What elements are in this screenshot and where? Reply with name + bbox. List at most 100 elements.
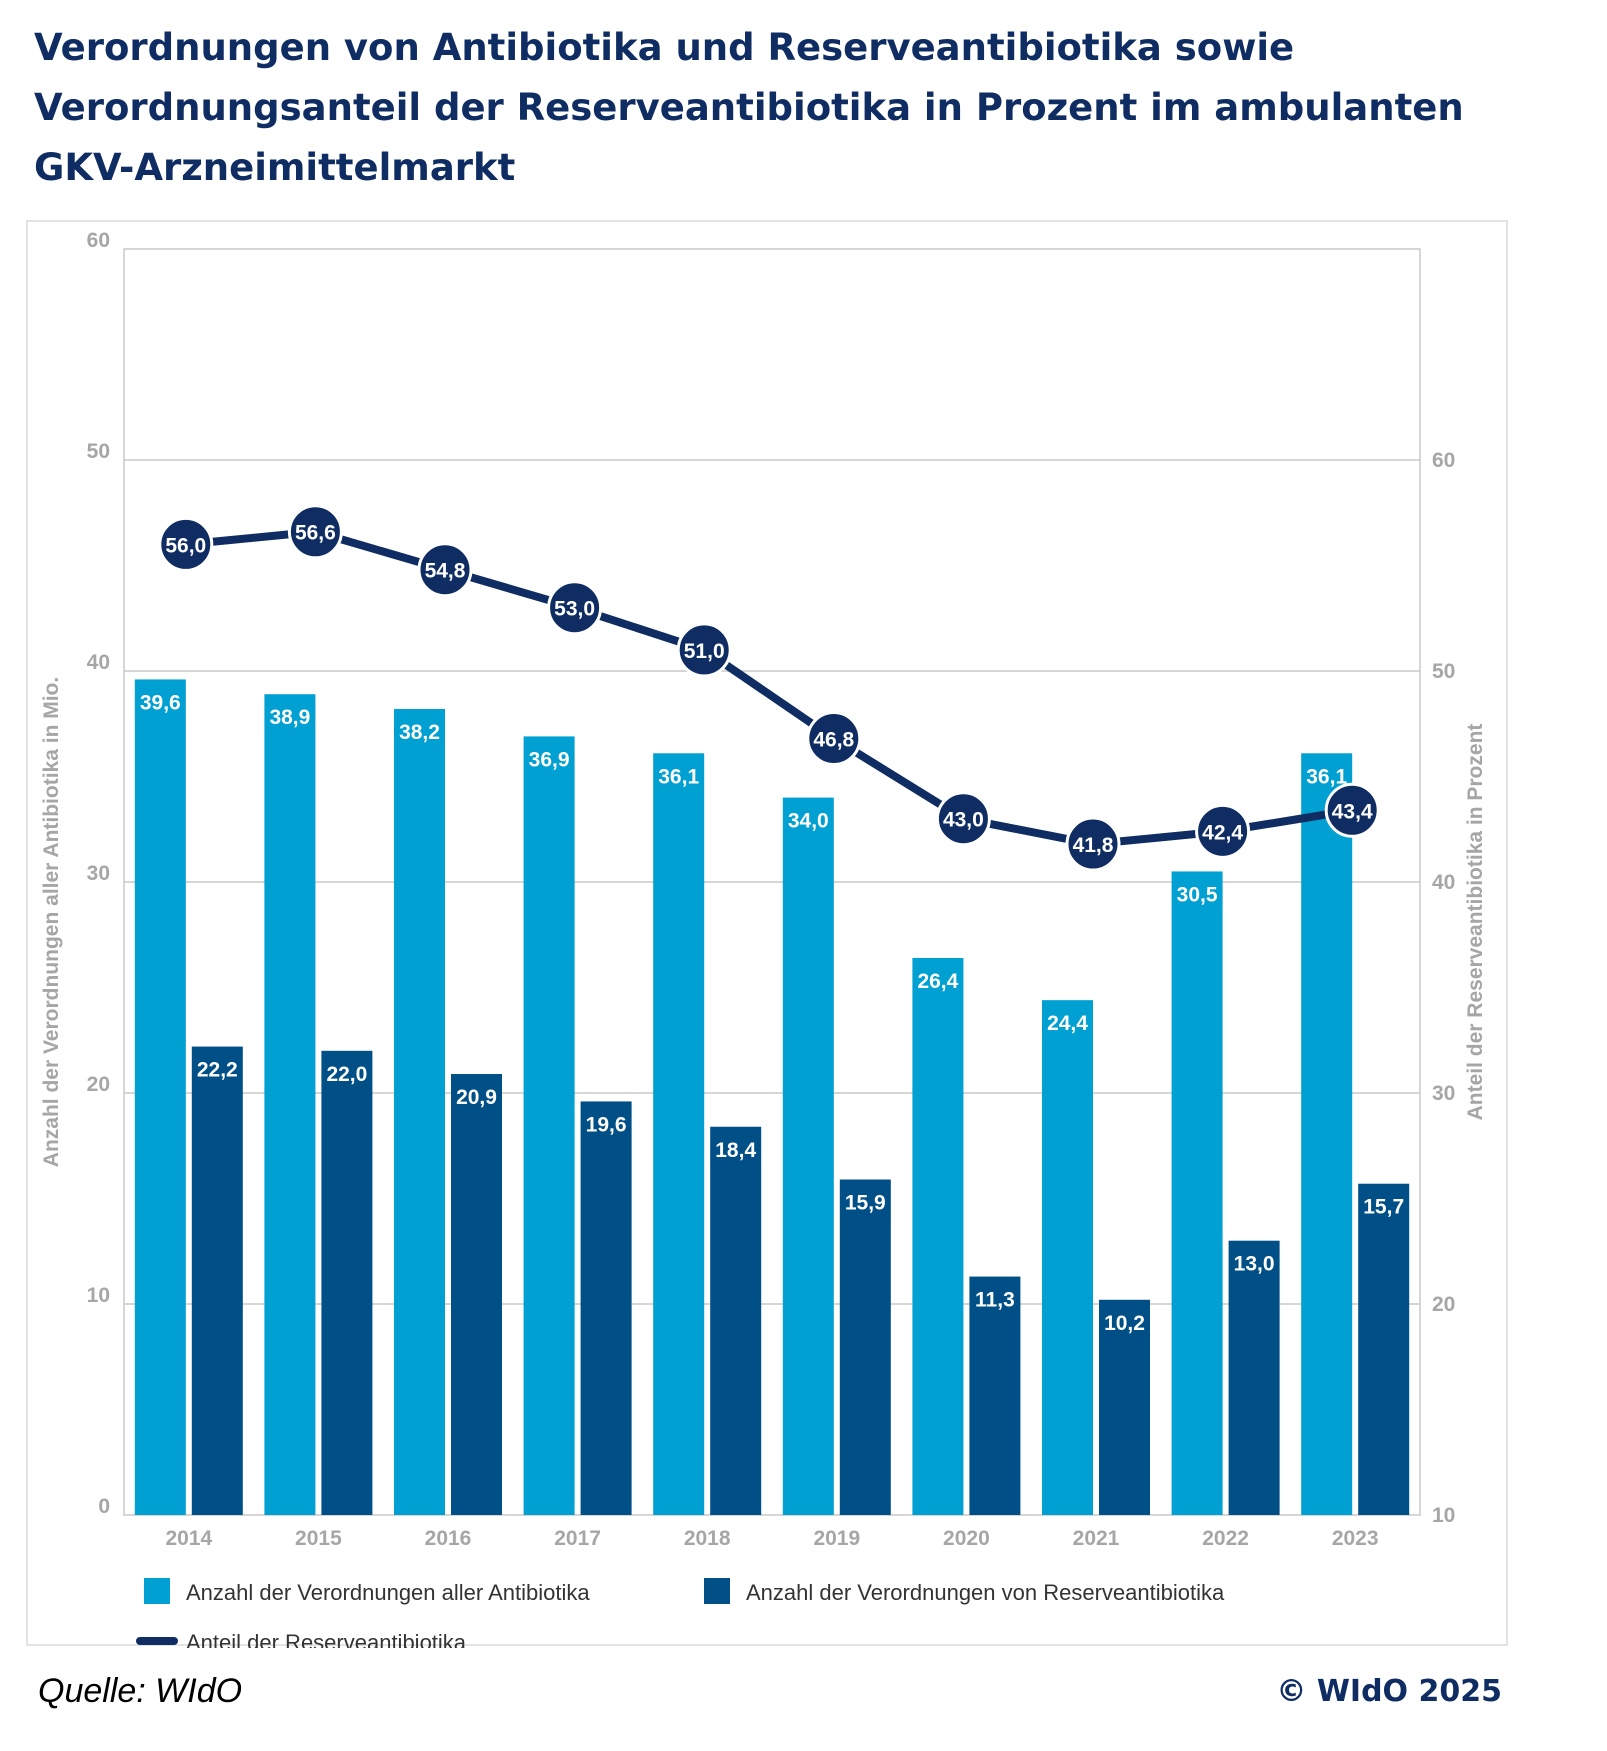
y-right-tick-label: 60 bbox=[1432, 449, 1455, 472]
legend-swatch bbox=[704, 1578, 730, 1604]
x-tick-label: 2019 bbox=[813, 1527, 860, 1550]
bar-reserve-antibiotics bbox=[580, 1101, 632, 1515]
bar-all-antibiotics-label: 38,2 bbox=[399, 721, 440, 744]
y-left-tick-label: 0 bbox=[98, 1495, 110, 1518]
axes: 0 10 20 30 40 50 60 10 20 30 40 50 60 Anzahl der Vero… bbox=[40, 229, 1487, 1550]
bar-all-antibiotics bbox=[134, 679, 186, 1515]
y-right-tick-label: 20 bbox=[1432, 1293, 1455, 1316]
bar-reserve-antibiotics-label: 10,2 bbox=[1104, 1312, 1145, 1335]
y-left-tick-label: 60 bbox=[87, 229, 110, 252]
share-line-point-label: 43,0 bbox=[943, 809, 984, 832]
bar-reserve-antibiotics-label: 13,0 bbox=[1234, 1253, 1275, 1276]
bar-all-antibiotics bbox=[264, 694, 316, 1515]
chart-title-line-2: Verordnungsanteil der Reserveantibiotika… bbox=[34, 86, 1464, 129]
bar-reserve-antibiotics-label: 15,7 bbox=[1363, 1196, 1404, 1219]
bar-all-antibiotics bbox=[782, 797, 834, 1515]
bar-all-antibiotics-label: 34,0 bbox=[788, 810, 829, 833]
y-left-tick-label: 40 bbox=[87, 651, 110, 674]
chart-frame: 0 10 20 30 40 50 60 10 20 30 40 50 60 Anzahl der Vero… bbox=[26, 220, 1508, 1648]
chart-title: Verordnungen von Antibiotika und Reserve… bbox=[34, 18, 1534, 198]
chart-title-line-3: GKV-Arzneimittelmarkt bbox=[34, 146, 516, 189]
share-line-point-label: 56,6 bbox=[295, 522, 336, 545]
share-line-point bbox=[417, 542, 473, 598]
bar-reserve-antibiotics-label: 15,9 bbox=[845, 1192, 886, 1215]
bar-all-antibiotics bbox=[1171, 871, 1223, 1515]
y-right-tick-label: 30 bbox=[1432, 1082, 1455, 1105]
bar-reserve-antibiotics bbox=[839, 1179, 891, 1515]
share-line-point bbox=[935, 791, 991, 847]
legend-swatch bbox=[144, 1578, 170, 1604]
y-left-tick-label: 30 bbox=[87, 862, 110, 885]
share-line-point-label: 46,8 bbox=[813, 729, 854, 752]
bar-all-antibiotics bbox=[1301, 753, 1353, 1515]
share-line-point bbox=[1065, 816, 1121, 872]
bar-all-antibiotics bbox=[653, 753, 705, 1515]
share-line-point-label: 42,4 bbox=[1202, 821, 1243, 844]
bar-reserve-antibiotics-label: 22,0 bbox=[326, 1063, 367, 1086]
x-tick-label: 2017 bbox=[554, 1527, 601, 1550]
bar-all-antibiotics-label: 30,5 bbox=[1177, 883, 1218, 906]
bar-all-antibiotics bbox=[523, 736, 575, 1515]
x-tick-label: 2021 bbox=[1073, 1527, 1120, 1550]
bar-reserve-antibiotics bbox=[1358, 1183, 1410, 1515]
x-tick-label: 2018 bbox=[684, 1527, 731, 1550]
y-left-axis-title: Anzahl der Verordnungen aller Antibiotik… bbox=[40, 677, 63, 1167]
source-note: Quelle: WIdO bbox=[38, 1672, 243, 1710]
share-line-point-label: 41,8 bbox=[1073, 834, 1114, 857]
grid-lines bbox=[123, 248, 1421, 1516]
bar-all-antibiotics bbox=[1042, 1000, 1093, 1515]
y-left-tick-label: 20 bbox=[87, 1073, 110, 1096]
share-line-point-label: 43,4 bbox=[1332, 800, 1373, 823]
share-line-point bbox=[676, 622, 732, 678]
share-line-point-label: 53,0 bbox=[554, 598, 595, 621]
share-line-point bbox=[287, 504, 343, 560]
bar-reserve-antibiotics bbox=[451, 1074, 502, 1515]
bar-all-antibiotics-label: 36,1 bbox=[1306, 765, 1347, 788]
bar-all-antibiotics-label: 24,4 bbox=[1047, 1012, 1088, 1035]
bar-reserve-antibiotics bbox=[321, 1050, 373, 1515]
bar-all-antibiotics-label: 38,9 bbox=[269, 706, 310, 729]
y-right-tick-label: 10 bbox=[1432, 1504, 1455, 1527]
share-line-point-label: 54,8 bbox=[425, 560, 466, 583]
bar-all-antibiotics-label: 26,4 bbox=[917, 970, 958, 993]
bar-reserve-antibiotics-label: 18,4 bbox=[715, 1139, 756, 1162]
share-line: 56,0 56,6 54,8 53,0 51,0 46,8 43,0 41,8 42,4 43,4 bbox=[158, 504, 1380, 872]
share-line-point-label: 51,0 bbox=[684, 640, 725, 663]
chart-title-line-1: Verordnungen von Antibiotika und Reserve… bbox=[34, 26, 1295, 69]
bar-reserve-antibiotics bbox=[1228, 1240, 1280, 1515]
bar-reserve-antibiotics bbox=[710, 1126, 762, 1515]
legend-label: Anzahl der Verordnungen aller Antibiotik… bbox=[186, 1580, 590, 1605]
bar-reserve-antibiotics-label: 22,2 bbox=[197, 1059, 238, 1082]
share-line-path bbox=[181, 527, 1357, 849]
legend: Anzahl der Verordnungen aller Antibiotik… bbox=[136, 1578, 1225, 1648]
y-right-tick-label: 40 bbox=[1432, 871, 1455, 894]
bar-all-antibiotics bbox=[394, 708, 445, 1515]
x-tick-label: 2016 bbox=[425, 1527, 472, 1550]
y-left-tick-label: 10 bbox=[87, 1284, 110, 1307]
bar-reserve-antibiotics-label: 19,6 bbox=[586, 1113, 627, 1136]
x-tick-label: 2020 bbox=[943, 1527, 990, 1550]
bar-reserve-antibiotics bbox=[191, 1046, 243, 1515]
share-line-point bbox=[158, 516, 214, 572]
share-line-point bbox=[1324, 782, 1380, 838]
bar-all-antibiotics-label: 36,9 bbox=[529, 748, 570, 771]
bar-all-antibiotics bbox=[912, 957, 964, 1515]
copyright-note: © WIdO 2025 bbox=[1276, 1674, 1502, 1709]
y-left-tick-label: 50 bbox=[87, 440, 110, 463]
bar-reserve-antibiotics-label: 11,3 bbox=[975, 1289, 1015, 1312]
bar-all-antibiotics-label: 39,6 bbox=[140, 691, 181, 714]
share-line-point bbox=[806, 711, 862, 767]
x-tick-label: 2014 bbox=[165, 1527, 212, 1550]
bars: 39,6 22,2 38,9 22,0 38,2 20,9 36,9 19,6 36,1 18,4… bbox=[134, 679, 1410, 1515]
share-line-point bbox=[1195, 803, 1251, 859]
legend-label: Anteil der Reserveantibiotika bbox=[186, 1630, 467, 1648]
share-line-point-label: 56,0 bbox=[165, 534, 206, 557]
combo-chart: 0 10 20 30 40 50 60 10 20 30 40 50 60 Anzahl der Vero… bbox=[40, 229, 1487, 1648]
y-right-axis-title: Anteil der Reserveantibiotika in Prozent bbox=[1464, 724, 1487, 1121]
x-tick-label: 2022 bbox=[1202, 1527, 1249, 1550]
x-tick-label: 2015 bbox=[295, 1527, 342, 1550]
bar-reserve-antibiotics bbox=[1099, 1299, 1150, 1515]
x-tick-label: 2023 bbox=[1332, 1527, 1379, 1550]
bar-all-antibiotics-label: 36,1 bbox=[658, 765, 699, 788]
bar-reserve-antibiotics bbox=[969, 1276, 1021, 1515]
